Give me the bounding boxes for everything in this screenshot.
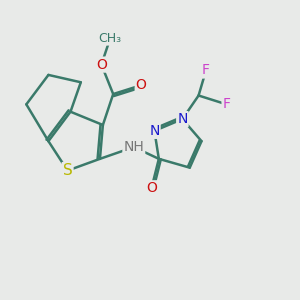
Text: N: N (149, 124, 160, 138)
Text: N: N (177, 112, 188, 126)
Text: CH₃: CH₃ (99, 32, 122, 45)
Text: NH: NH (123, 140, 144, 154)
Text: F: F (223, 98, 231, 111)
Text: F: F (202, 64, 210, 77)
Text: S: S (63, 163, 72, 178)
Text: O: O (136, 78, 147, 92)
Text: O: O (96, 58, 107, 72)
Text: O: O (146, 181, 157, 195)
